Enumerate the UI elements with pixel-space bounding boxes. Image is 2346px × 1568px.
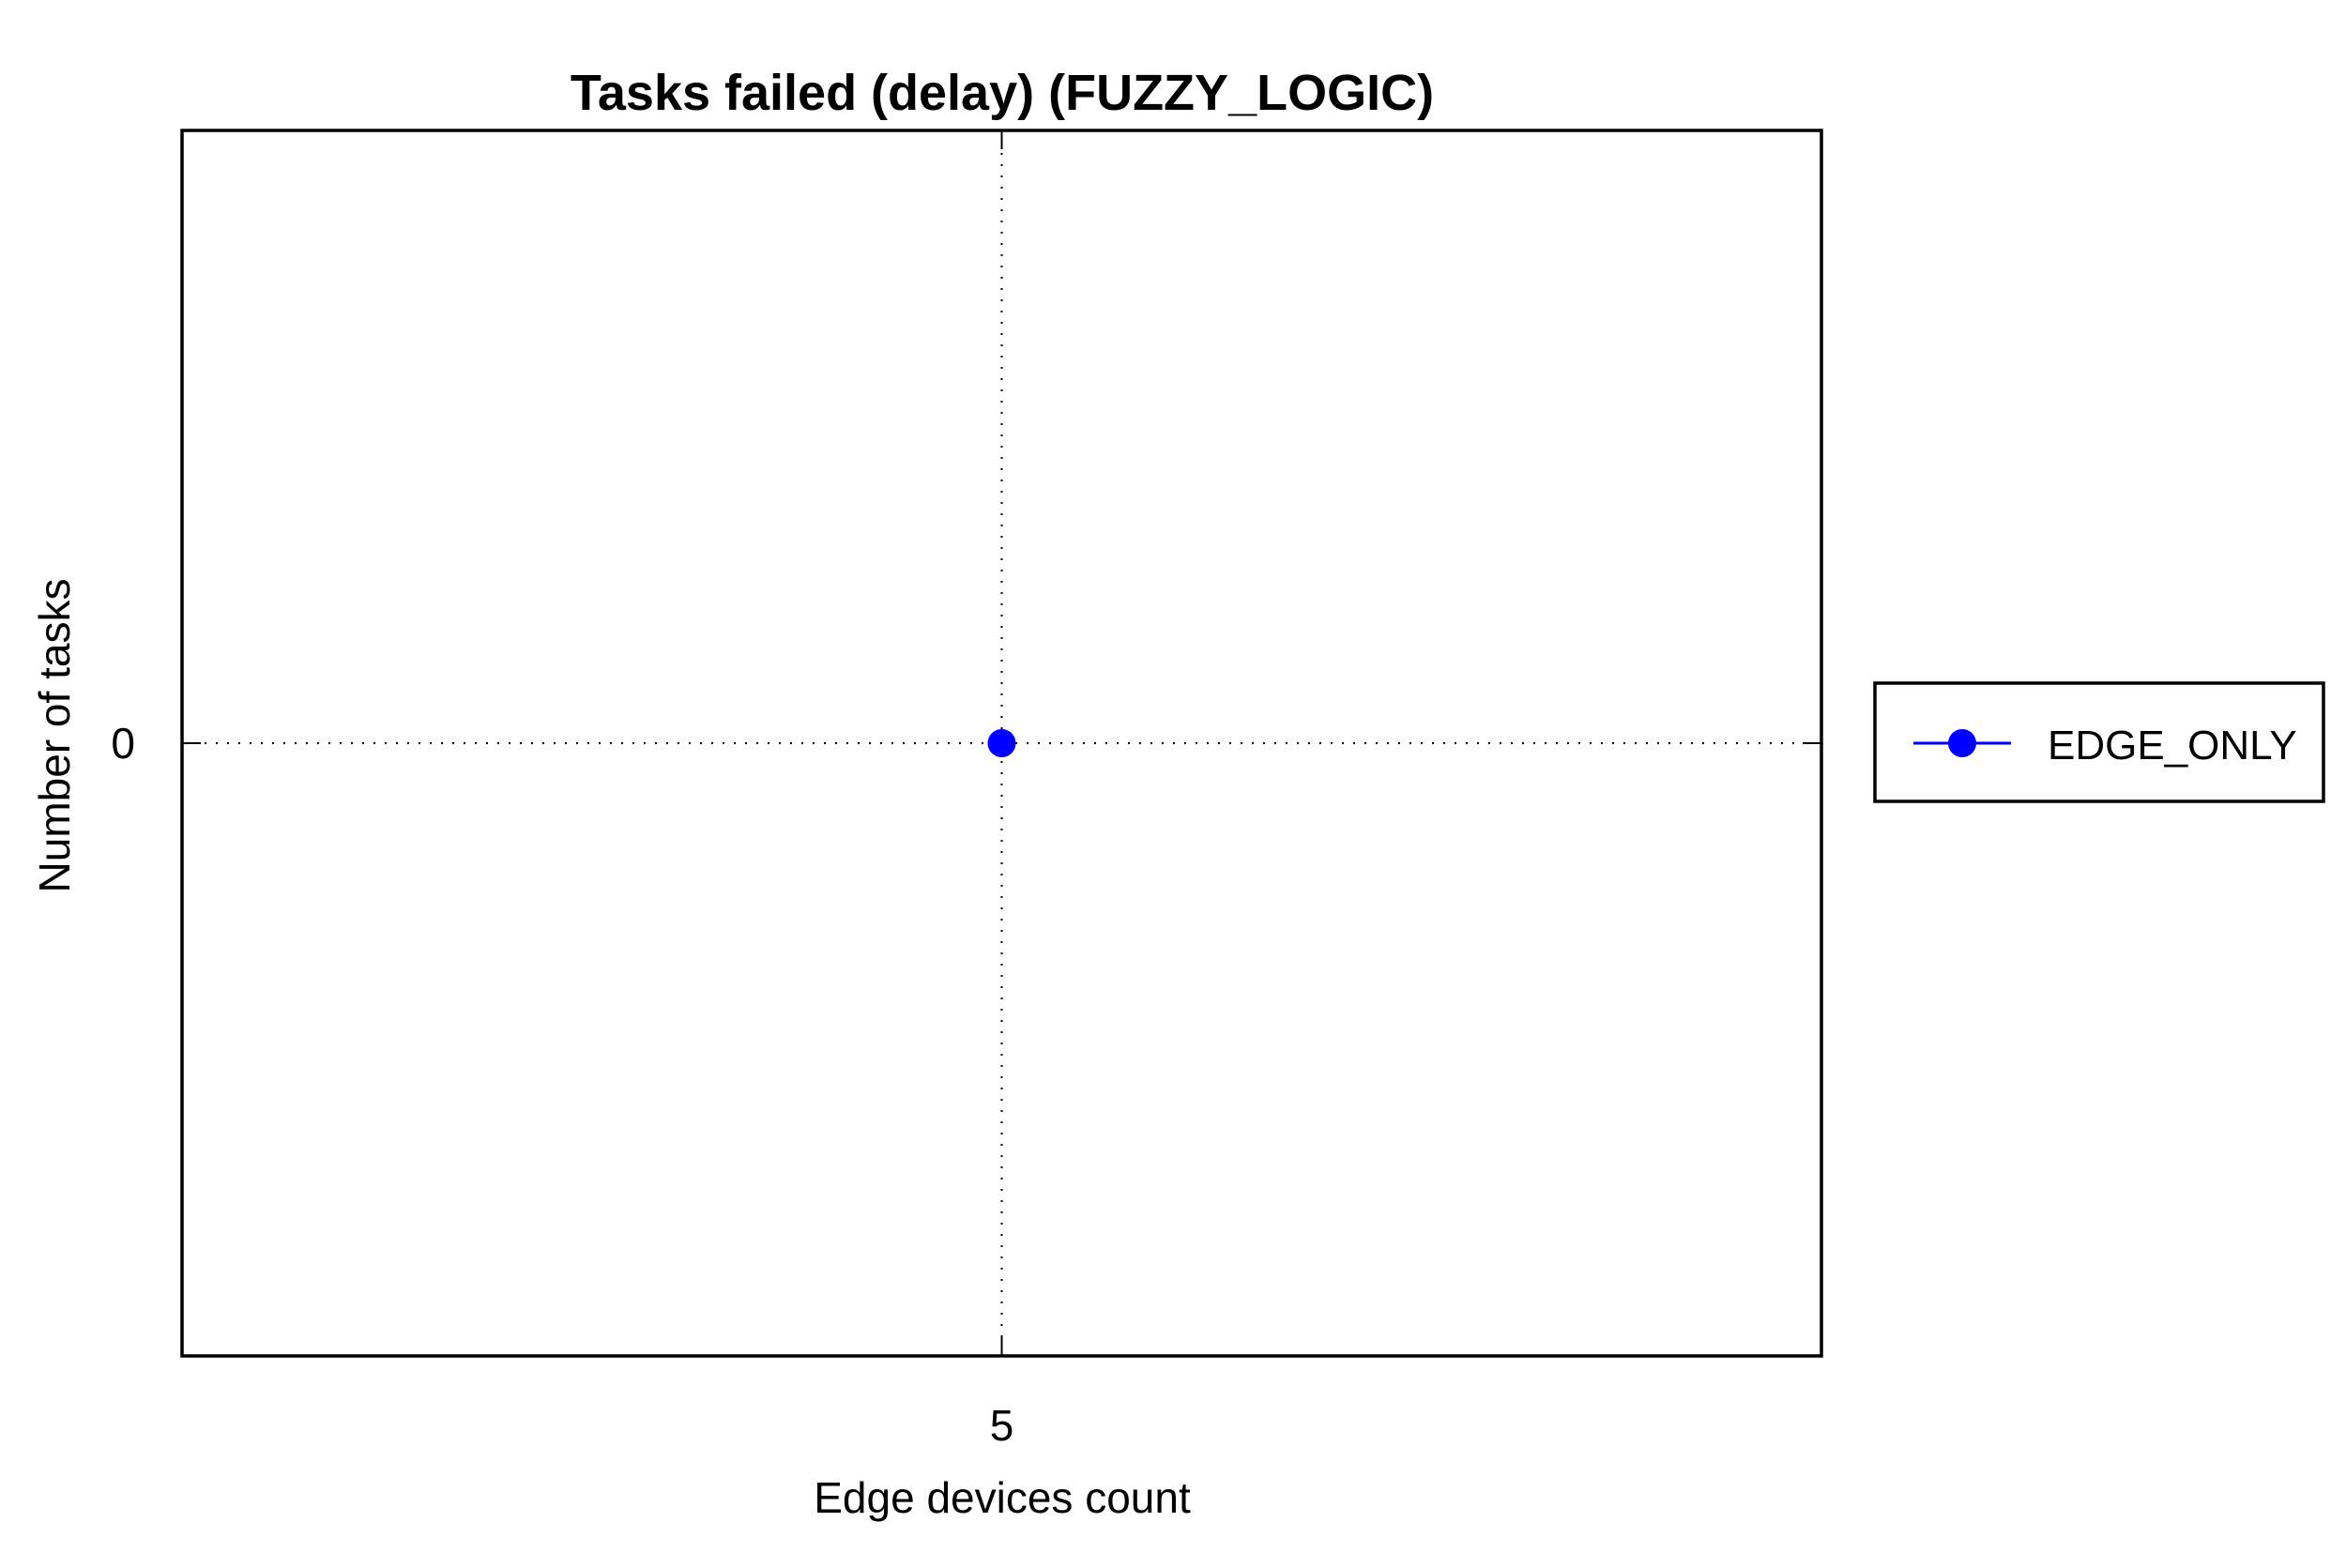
x-axis-label: Edge devices count — [814, 1473, 1191, 1522]
series-layer — [987, 729, 1016, 757]
legend-marker-sample — [1948, 729, 1976, 757]
y-axis-label: Number of tasks — [30, 579, 79, 893]
data-point-marker — [987, 729, 1016, 757]
plot-area-frame — [180, 129, 1823, 1358]
axis-ticks — [182, 130, 1821, 1356]
legend: EDGE_ONLY — [1873, 681, 2325, 803]
grid-lines — [182, 130, 1821, 1356]
x-tick-label: 5 — [990, 1401, 1014, 1450]
chart-title: Tasks failed (delay) (FUZZY_LOGIC) — [571, 65, 1434, 121]
legend-label-edge-only: EDGE_ONLY — [2048, 723, 2297, 769]
y-tick-label: 0 — [111, 719, 135, 768]
